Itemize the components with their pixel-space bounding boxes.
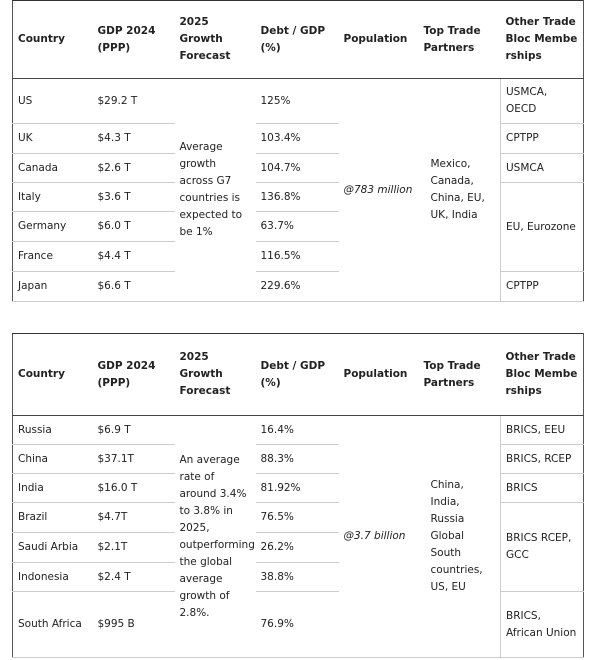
debt-gdp: 63.7%: [255, 211, 339, 242]
column-header: GDP 2024 (PPP): [92, 333, 175, 416]
country: Russia: [12, 415, 93, 445]
debt-gdp: 26.2%: [255, 532, 339, 563]
debt-gdp: 125%: [255, 78, 339, 124]
country: Germany: [12, 211, 93, 242]
column-header: 2025 Growth Forecast: [174, 333, 256, 416]
gdp: $2.1T: [92, 532, 175, 563]
debt-gdp: 104.7%: [255, 153, 339, 183]
data-row: Saudi Arbia $2.1T 26.2%: [12, 532, 584, 563]
country: Saudi Arbia: [12, 532, 93, 563]
column-header: 2025 Growth Forecast: [174, 0, 256, 79]
population: @3.7 billion: [338, 415, 419, 658]
debt-gdp: 76.5%: [255, 502, 339, 533]
trade-partners: Mexico, Canada, China, EU, UK, India: [418, 78, 501, 302]
table: Country GDP 2024 (PPP) 2025 Growth Forecas…: [12, 333, 584, 658]
population: @783 million: [338, 78, 419, 302]
debt-gdp: 116.5%: [255, 241, 339, 272]
country: UK: [12, 123, 93, 154]
debt-gdp: 16.4%: [255, 415, 339, 445]
trade-bloc: BRICS RCEP, GCC: [500, 502, 584, 592]
country: China: [12, 444, 93, 474]
data-row: Germany $6.0 T 63.7%: [12, 211, 584, 242]
debt-gdp: 38.8%: [255, 562, 339, 592]
gdp: $37.1T: [92, 444, 175, 474]
column-header: Top Trade Partners: [418, 0, 501, 79]
trade-bloc: USMCA: [500, 153, 584, 183]
data-row: US $29.2 T Average growth across G7 countr…: [12, 78, 584, 302]
data-row: Brazil $4.7T 76.5% BRICS RCEP, GCC: [12, 502, 584, 592]
country: Indonesia: [12, 562, 93, 592]
trade-bloc: BRICS, African Union: [500, 591, 584, 658]
data-row: UK $4.3 T 103.4% CPTPP: [12, 123, 584, 154]
table: Country GDP 2024 (PPP) 2025 Growth Forecas…: [12, 0, 584, 302]
gdp: $3.6 T: [92, 182, 175, 212]
gdp: $6.0 T: [92, 211, 175, 242]
gdp: $2.4 T: [92, 562, 175, 592]
column-header: Top Trade Partners: [418, 333, 501, 416]
country: Canada: [12, 153, 93, 183]
trade-bloc: EU, Eurozone: [500, 182, 584, 272]
data-row: Canada $2.6 T 104.7% USMCA: [12, 153, 584, 183]
trade-bloc: BRICS, EEU: [500, 415, 584, 445]
gdp: $4.4 T: [92, 241, 175, 272]
column-header: GDP 2024 (PPP): [92, 0, 175, 79]
trade-bloc: CPTPP: [500, 123, 584, 154]
gdp: $6.6 T: [92, 271, 175, 302]
data-row: France $4.4 T 116.5%: [12, 241, 584, 272]
debt-gdp: 76.9%: [255, 591, 339, 658]
column-header: Other Trade Bloc Memberships: [500, 333, 584, 416]
data-row: India $16.0 T 81.92% BRICS: [12, 473, 584, 503]
header-row: Country GDP 2024 (PPP) 2025 Growth Forecas…: [12, 0, 584, 79]
data-row: South Africa $995 B 76.9% BRICS, African Un…: [12, 591, 584, 658]
trade-bloc: BRICS: [500, 473, 584, 503]
country: India: [12, 473, 93, 503]
country: US: [12, 78, 93, 124]
data-row: Russia $6.9 T An average rate of around 3.…: [12, 415, 584, 658]
data-row: China $37.1T 88.3% BRICS, RCEP: [12, 444, 584, 474]
gdp: $29.2 T: [92, 78, 175, 124]
country: Italy: [12, 182, 93, 212]
debt-gdp: 81.92%: [255, 473, 339, 503]
gdp: $6.9 T: [92, 415, 175, 445]
column-header: Country: [12, 333, 93, 416]
column-header: Other Trade Bloc Memberships: [500, 0, 584, 79]
gdp: $4.7T: [92, 502, 175, 533]
data-row: Japan $6.6 T 229.6% CPTPP: [12, 271, 584, 302]
trade-bloc: CPTPP: [500, 271, 584, 302]
trade-bloc: USMCA, OECD: [500, 78, 584, 124]
growth-forecast: An average rate of around 3.4% to 3.8% i…: [174, 415, 256, 658]
country: France: [12, 241, 93, 272]
data-row: Indonesia $2.4 T 38.8%: [12, 562, 584, 592]
growth-forecast: Average growth across G7 countries is ex…: [174, 78, 256, 302]
column-header: Debt / GDP (%): [255, 0, 339, 79]
gdp: $2.6 T: [92, 153, 175, 183]
header-row: Country GDP 2024 (PPP) 2025 Growth Forecas…: [12, 333, 584, 416]
column-header: Population: [338, 0, 419, 79]
country: Japan: [12, 271, 93, 302]
trade-partners: China, India, Russia Global South countr…: [418, 415, 501, 658]
trade-bloc: BRICS, RCEP: [500, 444, 584, 474]
country: Brazil: [12, 502, 93, 533]
gdp: $16.0 T: [92, 473, 175, 503]
debt-gdp: 103.4%: [255, 123, 339, 154]
debt-gdp: 136.8%: [255, 182, 339, 212]
country: South Africa: [12, 591, 93, 658]
gdp: $995 B: [92, 591, 175, 658]
data-row: Italy $3.6 T 136.8% EU, Eurozone: [12, 182, 584, 272]
gdp: $4.3 T: [92, 123, 175, 154]
column-header: Debt / GDP (%): [255, 333, 339, 416]
debt-gdp: 229.6%: [255, 271, 339, 302]
column-header: Country: [12, 0, 93, 79]
debt-gdp: 88.3%: [255, 444, 339, 474]
column-header: Population: [338, 333, 419, 416]
